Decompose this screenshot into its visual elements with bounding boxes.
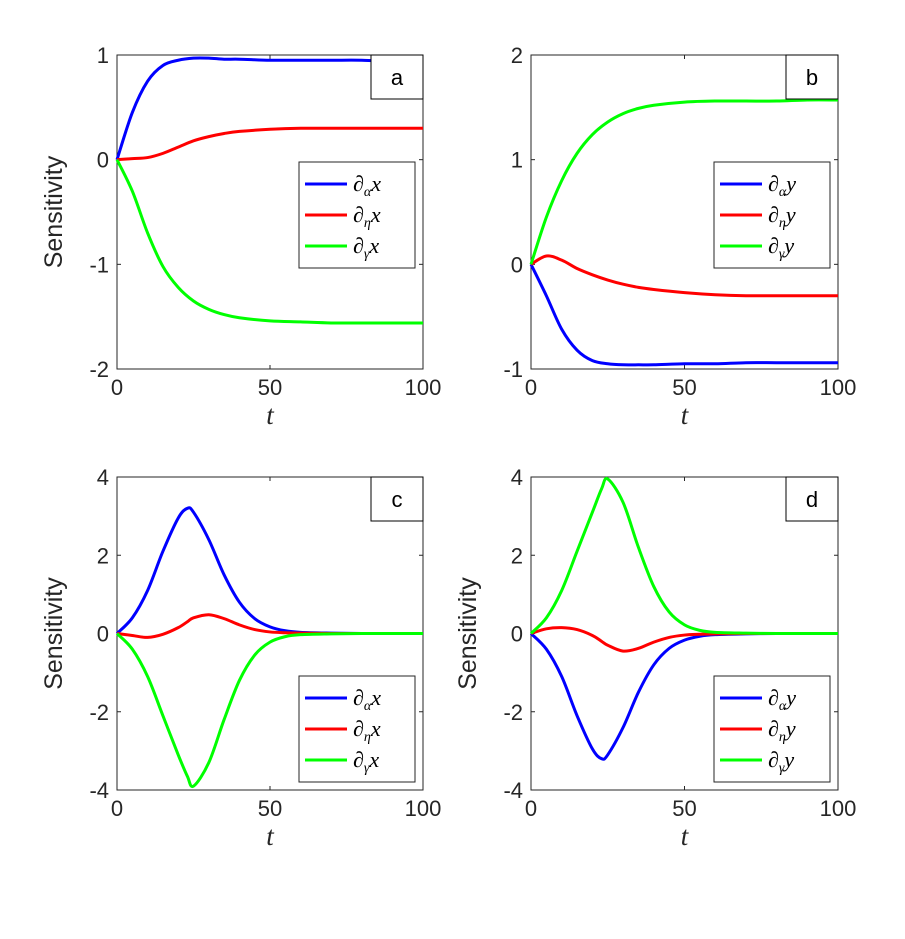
y-tick-label: -2 xyxy=(89,700,109,725)
panel-letter-box xyxy=(370,476,424,522)
y-tick-label: 0 xyxy=(97,622,109,647)
panel-letter: d xyxy=(806,487,818,512)
legend-entry-label: ∂γx xyxy=(353,747,379,776)
legend-entry-label: ∂αx xyxy=(353,171,381,200)
x-tick-label: 50 xyxy=(258,375,282,400)
x-tick-label: 100 xyxy=(820,375,857,400)
panel-letter: c xyxy=(392,487,403,512)
y-tick-label: -1 xyxy=(89,252,109,277)
y-tick-label: 4 xyxy=(511,465,523,490)
legend-entry-label: ∂ηx xyxy=(353,716,381,745)
x-tick-label: 100 xyxy=(405,796,442,821)
legend-entry-label: ∂γy xyxy=(768,747,794,776)
x-tick-label: 100 xyxy=(405,375,442,400)
legend: ∂αx∂ηx∂γx xyxy=(298,675,416,783)
y-tick-label: 1 xyxy=(97,43,109,68)
y-tick-label: 2 xyxy=(511,543,523,568)
panel-letter-box xyxy=(785,476,839,522)
x-tick-label: 50 xyxy=(258,796,282,821)
y-tick-label: 2 xyxy=(511,43,523,68)
y-axis-label: Sensitivity xyxy=(40,577,68,690)
x-tick-label: 0 xyxy=(525,375,537,400)
legend-entry-label: ∂ηx xyxy=(353,202,381,231)
legend-entry-label: ∂γx xyxy=(353,233,379,262)
x-tick-label: 0 xyxy=(111,375,123,400)
panel-letter-box xyxy=(785,54,839,100)
y-tick-label: 1 xyxy=(511,148,523,173)
series-line-2 xyxy=(116,126,423,162)
x-tick-label: 0 xyxy=(111,796,123,821)
legend-entry-label: ∂αy xyxy=(768,171,796,200)
y-axis-label: Sensitivity xyxy=(40,155,68,268)
x-axis-label: t xyxy=(681,400,690,430)
legend-entry-label: ∂αx xyxy=(353,685,381,714)
x-tick-label: 100 xyxy=(820,796,857,821)
chart-panel-d: 0 50 100 -4 -2 0 2 4 t Sensitivity d ∂αy∂ηy∂γy xyxy=(454,465,856,851)
legend-entry-label: ∂γy xyxy=(768,233,794,262)
legend-entry-label: ∂ηy xyxy=(768,202,796,231)
legend-entry-label: ∂ηy xyxy=(768,716,796,745)
x-axis-label: t xyxy=(266,400,275,430)
y-tick-label: 4 xyxy=(97,465,109,490)
panel-letter: b xyxy=(806,65,818,90)
x-tick-label: 0 xyxy=(525,796,537,821)
chart-panel-c: 0 50 100 -4 -2 0 2 4 t Sensitivity c ∂αx∂ηx∂γx xyxy=(40,465,441,851)
legend-entry-label: ∂αy xyxy=(768,685,796,714)
x-axis-label: t xyxy=(266,821,275,851)
legend: ∂αy∂ηy∂γy xyxy=(713,675,831,783)
panel-letter-box xyxy=(370,54,424,100)
series-line-3 xyxy=(529,477,838,636)
chart-panel-a: 0 50 100 -2 -1 0 1 t Sensitivity a ∂αx∂ηx∂γx xyxy=(40,43,441,430)
y-tick-label: -2 xyxy=(89,357,109,382)
series-line-1 xyxy=(115,56,424,161)
y-tick-label: 0 xyxy=(511,252,523,277)
series-line-3 xyxy=(115,631,423,789)
x-tick-label: 50 xyxy=(672,375,696,400)
y-tick-label: -1 xyxy=(503,357,523,382)
y-tick-label: -4 xyxy=(503,778,523,803)
series-line-3 xyxy=(529,98,839,265)
series-line-3 xyxy=(115,159,423,325)
y-tick-label: -4 xyxy=(89,778,109,803)
y-axis-label: Sensitivity xyxy=(454,577,482,690)
y-tick-label: 0 xyxy=(97,148,109,173)
legend: ∂αx∂ηx∂γx xyxy=(298,161,416,269)
x-axis-label: t xyxy=(681,821,690,851)
panel-letter: a xyxy=(391,65,404,90)
y-tick-label: 0 xyxy=(511,622,523,647)
series-line-2 xyxy=(530,254,838,298)
y-tick-label: 2 xyxy=(97,543,109,568)
series-line-1 xyxy=(529,263,838,367)
x-tick-label: 50 xyxy=(672,796,696,821)
y-tick-label: -2 xyxy=(503,700,523,725)
legend: ∂αy∂ηy∂γy xyxy=(713,161,831,269)
